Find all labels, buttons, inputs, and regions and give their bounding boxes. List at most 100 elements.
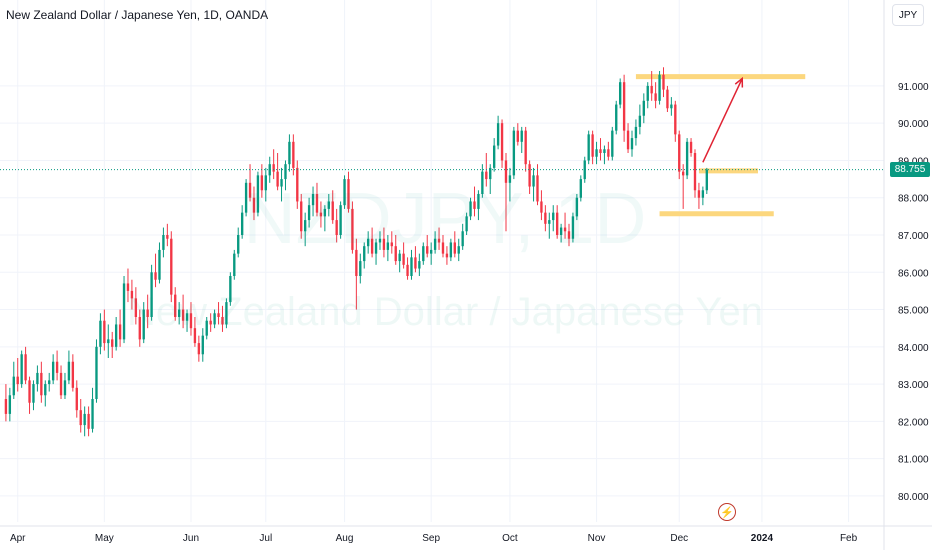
candle-body [162,235,165,250]
time-axis[interactable]: Apr May Jun Jul Aug Sep Oct Nov Dec 2024 Feb [10,533,858,544]
candle-body [311,194,315,206]
candle-body [24,354,27,381]
candle-body [174,294,177,317]
candle-body [603,149,606,153]
candle-body [339,205,342,235]
candle-body [693,153,697,191]
candle-body [587,134,590,161]
candle-body [193,328,197,344]
candle-body [532,175,535,187]
candle-body [185,313,189,321]
candle-body [654,93,657,101]
candle-body [323,208,327,217]
candle-body [607,149,610,157]
candle-body [670,104,673,109]
candle-body [567,231,571,239]
candle-body [71,361,75,388]
candle-body [75,387,78,411]
candle-body [363,246,366,262]
candle-body [516,130,519,142]
candle-body [544,212,547,224]
candle-body [130,290,134,299]
candle-body [642,100,645,116]
candle-body [335,220,338,235]
candle-body [79,410,82,426]
candle-body [611,130,614,157]
candle-body [485,171,488,180]
candle-body [36,372,39,385]
time-tick-label: Jul [259,533,272,544]
candle-body [300,201,303,232]
price-tick-label: 83.000 [898,380,929,391]
candle-body [681,171,685,176]
candle-body [355,249,358,276]
bolt-icon[interactable]: ⚡ [718,503,736,521]
candle-body [237,235,240,254]
candle-body [622,82,626,131]
candle-body [658,74,661,101]
price-axis[interactable]: 80.000 81.000 82.000 83.000 84.000 85.000 86.0… [898,82,929,503]
candle-body [138,317,141,340]
candle-body [390,242,393,247]
candle-body [28,380,31,403]
candle-body [615,104,618,131]
trend-arrow-line[interactable] [702,78,743,163]
candle-body [418,261,421,269]
candle-body [701,190,705,198]
drawing-arrow[interactable] [702,76,744,163]
candle-body [142,309,145,340]
candle-body [465,216,468,232]
candle-body [103,320,106,344]
candle-body [366,238,370,247]
candle-body [32,384,35,403]
candle-body [528,164,531,187]
candle-body [44,384,47,396]
candle-body [402,253,405,265]
candle-body [4,399,8,414]
candle-body [87,413,90,429]
time-tick-label: May [95,533,114,544]
candle-body [382,238,386,250]
candle-body [146,309,149,317]
candle-body [536,175,539,202]
candle-body [457,246,460,254]
candle-body [280,179,283,187]
price-tick-label: 85.000 [898,306,929,317]
candle-body [347,179,350,209]
trend-arrow-head[interactable] [734,76,744,88]
candle-body [524,130,527,165]
candle-body [618,82,622,105]
candle-body [63,380,67,396]
candle-body [386,242,390,250]
time-tick-label: 2024 [751,533,774,544]
candle-body [272,164,275,172]
candle-body [248,182,252,198]
candle-body [170,238,173,295]
time-tick-label: Aug [336,533,354,544]
candle-body [114,324,118,347]
candle-body [276,171,279,187]
candle-body [469,201,472,217]
candle-body [307,205,311,221]
candle-body [244,182,248,213]
candle-body [583,160,586,180]
candle-body [689,141,693,153]
candle-body [520,130,523,142]
candle-body [331,201,334,221]
candle-body [150,272,153,317]
currency-button[interactable]: JPY [892,4,924,26]
candle-body [233,253,236,276]
candle-body [154,272,157,280]
candle-body [201,335,204,355]
candle-body [181,309,185,321]
candle-body [579,179,582,198]
candle-body [563,227,567,232]
watermark-name: New Zealand Dollar / Japanese Yen [127,290,763,334]
candle-body [500,123,504,161]
candle-body [638,115,642,127]
candle-body [481,171,484,194]
candle-body [512,130,516,176]
time-tick-label: Dec [670,533,688,544]
candle-body [650,85,653,94]
